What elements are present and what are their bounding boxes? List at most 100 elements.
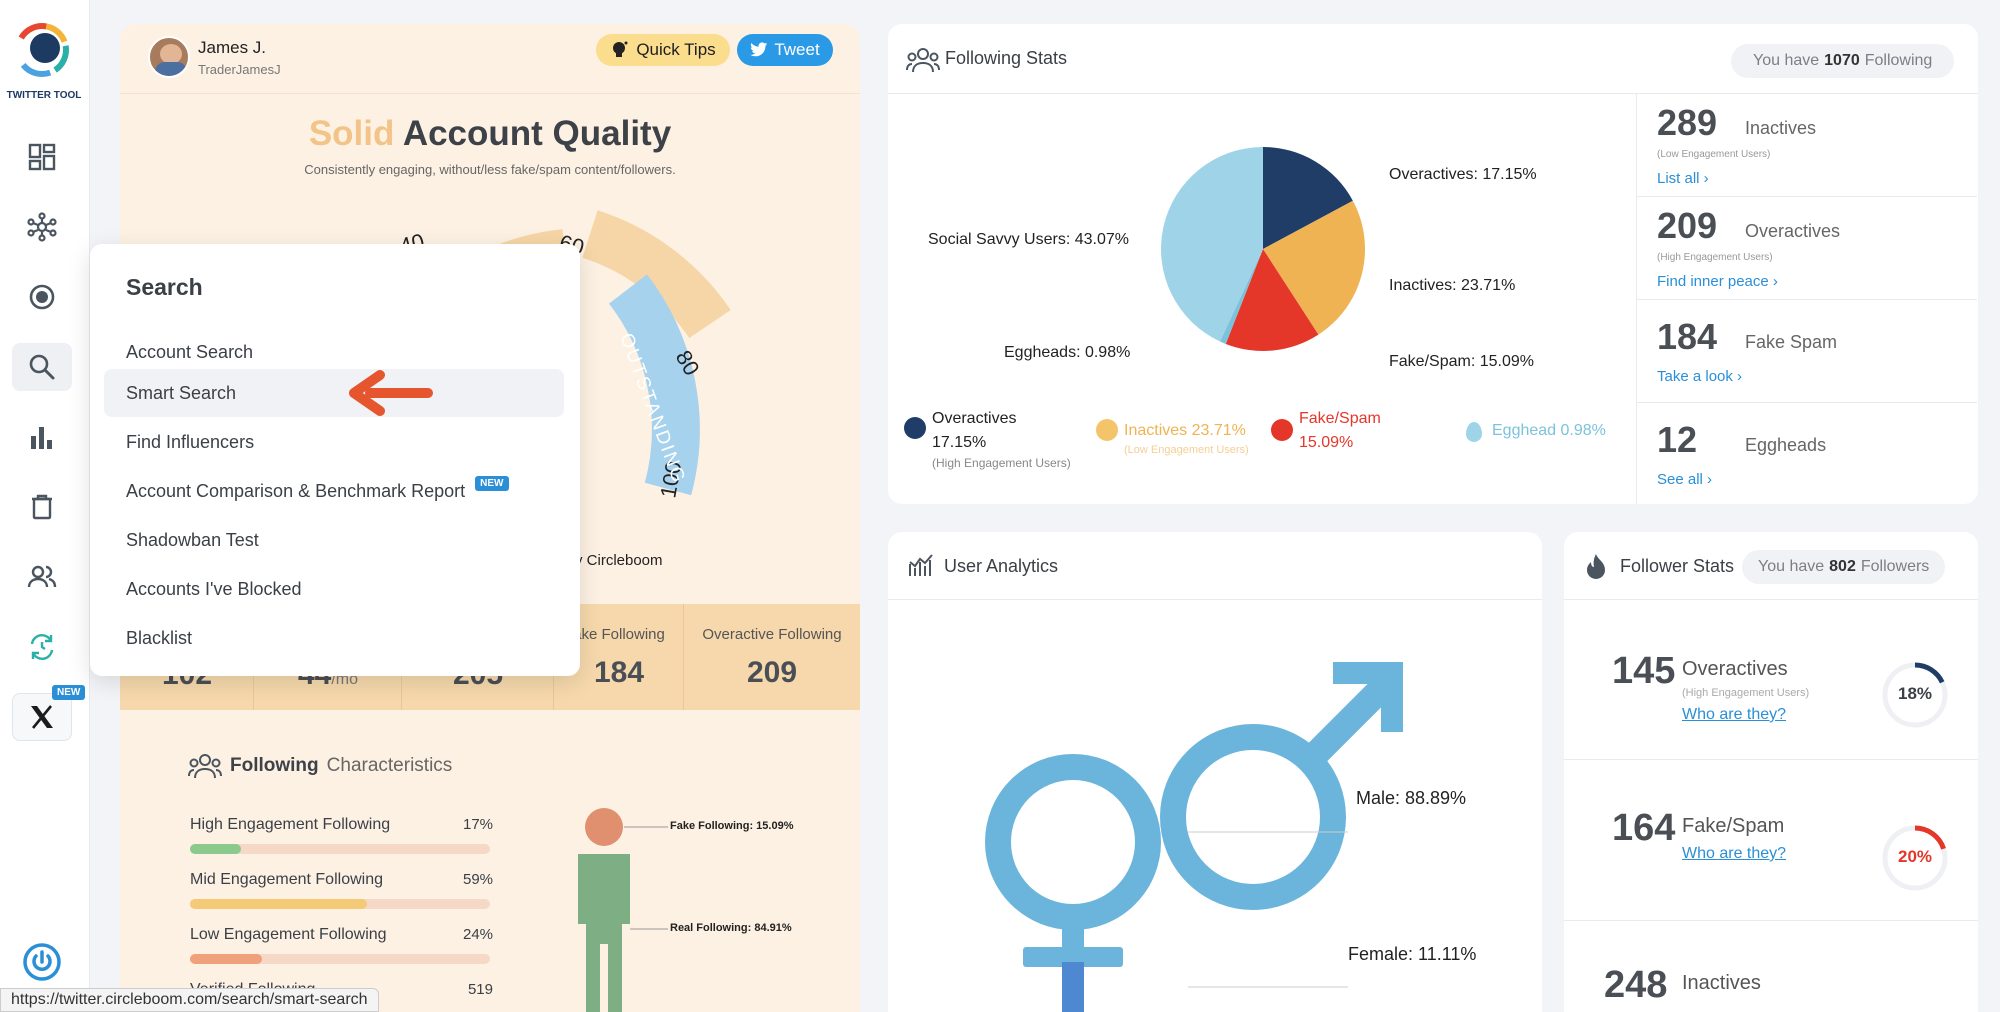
follower-item-label: Fake/Spam <box>1682 815 1785 837</box>
network-icon <box>27 212 57 242</box>
stat-value: 209 <box>746 656 798 689</box>
menu-item-label: Smart Search <box>126 382 237 403</box>
following-stats-card: Following Stats You have 1070 Following Ov… <box>888 24 1978 504</box>
power-icon <box>23 943 61 981</box>
following-stats-title: Following Stats <box>945 48 1068 68</box>
inactives-legend-icon <box>1096 419 1118 441</box>
menu-item-accounts-blocked[interactable]: Accounts I've Blocked <box>104 565 564 613</box>
bar-track <box>190 844 490 854</box>
tweet-label: Tweet <box>774 40 820 59</box>
pie-label-inactives: Inactives: 23.71% <box>1389 277 1516 294</box>
fake-spam-ring-chart <box>1882 825 1948 891</box>
bar-fill <box>190 844 241 854</box>
quick-tips-label: Quick Tips <box>636 40 716 59</box>
take-a-look-link[interactable]: Take a look › <box>1657 368 1743 385</box>
delete-nav-button[interactable] <box>12 483 72 531</box>
menu-item-account-search[interactable]: Account Search <box>104 328 564 376</box>
pie-label-eggheads: Eggheads: 0.98% <box>1004 344 1131 361</box>
gauge-good-band <box>581 210 731 339</box>
bar-fill <box>190 954 262 964</box>
users-nav-button[interactable] <box>12 553 72 601</box>
legend-overactives-sub: (High Engagement Users) <box>932 456 1071 470</box>
menu-item-smart-search[interactable]: Smart Search <box>104 369 564 417</box>
search-nav-button[interactable] <box>12 343 72 391</box>
pie-slice-4 <box>1161 147 1263 342</box>
following-stats-header: Following Stats You have 1070 Following <box>888 24 1978 94</box>
follower-item-number: 248 <box>1604 964 1668 1006</box>
follower-item-fake-spam: 164 Fake/Spam Who are they? 20% <box>1564 761 1978 921</box>
figure-head <box>585 808 623 846</box>
users-group-icon <box>188 754 222 779</box>
stat-row-label: Eggheads <box>1745 435 1827 455</box>
ring-fill <box>1882 662 1948 728</box>
legend-fake: Fake/Spam <box>1299 410 1381 427</box>
gauge-outstanding-band <box>608 274 700 496</box>
legend-inactives-sub: (Low Engagement Users) <box>1124 444 1249 456</box>
brand-logo[interactable] <box>12 20 72 80</box>
user-analytics-title: User Analytics <box>944 556 1059 576</box>
quick-tips-button[interactable]: Quick Tips <box>596 34 730 66</box>
stat-row-sub: (High Engagement Users) <box>1657 252 1773 263</box>
stat-row-number: 209 <box>1657 205 1718 246</box>
quality-title: Solid Account Quality <box>120 114 860 154</box>
dashboard-icon <box>28 143 56 171</box>
menu-item-label: Shadowban Test <box>126 529 259 550</box>
bar-label: Low Engagement Following <box>190 926 387 943</box>
x-nav-button[interactable] <box>12 693 72 741</box>
male-percentage-label: Male: 88.89% <box>1356 788 1467 808</box>
pie-label-social-savvy: Social Savvy Users: 43.07% <box>928 231 1129 248</box>
bar-fill <box>190 899 367 909</box>
x-logo-icon <box>31 705 53 729</box>
power-button[interactable] <box>22 942 62 982</box>
follower-item-sub: (High Engagement Users) <box>1682 687 1810 699</box>
menu-item-blacklist[interactable]: Blacklist <box>104 614 564 662</box>
menu-item-find-influencers[interactable]: Find Influencers <box>104 418 564 466</box>
gender-symbol-chart <box>985 662 1403 1012</box>
follower-stats-card: Follower Stats You have 802 Followers 145 … <box>1564 532 1978 1012</box>
target-icon <box>29 284 55 310</box>
list-all-link[interactable]: List all › <box>1657 170 1709 187</box>
follower-count-badge: You have 802 Followers <box>1742 550 1946 584</box>
analytics-nav-button[interactable] <box>12 413 72 461</box>
find-inner-peace-link[interactable]: Find inner peace › <box>1657 273 1778 290</box>
female-symbol <box>985 754 1161 930</box>
pie-slice-3 <box>1219 249 1263 344</box>
flame-icon <box>1587 554 1605 579</box>
real-fake-figure <box>578 808 668 1012</box>
tweet-button[interactable]: Tweet <box>737 34 833 66</box>
user-analytics-header: User Analytics <box>888 532 1542 600</box>
stat-label: Overactive Following <box>702 626 842 643</box>
stat-row-inactives: 289 Inactives (Low Engagement Users) Lis… <box>1637 94 1977 197</box>
bar-track <box>190 954 490 964</box>
profile-name: James J. <box>198 38 267 57</box>
stat-row-label: Overactives <box>1745 221 1841 241</box>
sync-nav-button[interactable] <box>12 623 72 671</box>
overactives-ring-chart <box>1882 662 1948 728</box>
sidebar: TWITTER TOOL NEW <box>0 0 90 1012</box>
avatar[interactable] <box>148 36 190 78</box>
stat-row-number: 289 <box>1657 102 1718 143</box>
gauge-credit: y Circleboom <box>575 552 663 569</box>
target-nav-button[interactable] <box>12 273 72 321</box>
stat-row-label: Fake Spam <box>1745 332 1838 352</box>
follower-item-label: Overactives <box>1682 658 1788 680</box>
bar-pct: 24% <box>463 926 494 943</box>
male-symbol <box>1160 724 1346 910</box>
line-chart-icon <box>909 554 933 576</box>
female-percentage-label: Female: 11.11% <box>1348 944 1477 964</box>
who-are-they-link[interactable]: Who are they? <box>1682 706 1787 723</box>
bar-pct: 519 <box>467 981 493 998</box>
egghead-legend-icon <box>1466 422 1482 442</box>
dashboard-nav-button[interactable] <box>12 133 72 181</box>
network-nav-button[interactable] <box>12 203 72 251</box>
follower-item-label: Inactives <box>1682 972 1761 994</box>
legend-overactives-pct: 17.15% <box>932 434 987 451</box>
follower-item-number: 164 <box>1612 807 1676 849</box>
menu-item-account-comparison[interactable]: Account Comparison & Benchmark Report NEW <box>104 467 564 515</box>
menu-item-shadowban-test[interactable]: Shadowban Test <box>104 516 564 564</box>
lightbulb-icon <box>613 41 628 57</box>
see-all-link[interactable]: See all › <box>1657 471 1713 488</box>
who-are-they-link[interactable]: Who are they? <box>1682 845 1787 862</box>
ring-percentage: 18% <box>1897 684 1933 703</box>
follower-stats-header: Follower Stats You have 802 Followers <box>1564 532 1978 600</box>
